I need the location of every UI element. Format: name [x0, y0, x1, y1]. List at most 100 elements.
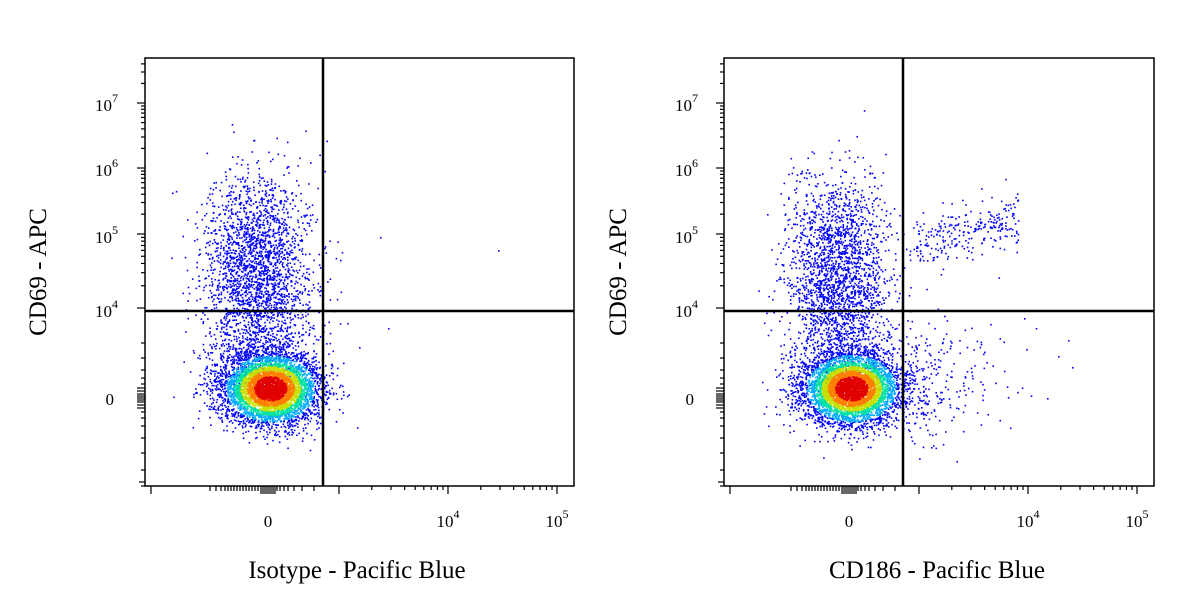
event-dot [252, 249, 254, 251]
event-dot [230, 209, 232, 212]
event-dot [274, 198, 276, 201]
event-dot [262, 345, 264, 347]
event-dot [307, 400, 309, 403]
event-dot [286, 361, 288, 363]
event-dot [292, 365, 295, 367]
event-dot [217, 284, 220, 286]
event-dot [207, 241, 210, 244]
event-dot [297, 400, 300, 403]
event-dot [259, 263, 261, 266]
event-dot [221, 371, 224, 373]
event-dot [287, 338, 289, 340]
event-dot [210, 424, 212, 426]
event-dot [208, 275, 210, 277]
event-dot [272, 423, 275, 425]
event-dot [230, 387, 232, 389]
event-dot [239, 263, 241, 266]
event-dot [287, 326, 289, 328]
event-dot [276, 246, 279, 248]
event-dot [233, 385, 235, 387]
event-dot [228, 185, 231, 188]
event-dot [271, 288, 274, 291]
event-dot [235, 384, 237, 386]
event-dot [330, 372, 333, 374]
event-dot [214, 294, 217, 297]
event-dot [258, 419, 260, 422]
event-dot [300, 317, 302, 320]
event-dot [292, 235, 294, 238]
event-dot [267, 260, 270, 263]
event-dot [237, 368, 240, 371]
event-dot [234, 263, 237, 265]
event-dot [244, 422, 246, 425]
event-dot [227, 405, 230, 408]
event-dot [219, 286, 221, 288]
event-dot [229, 280, 231, 283]
event-dot [235, 262, 237, 264]
event-dot [303, 214, 305, 217]
event-dot [209, 394, 212, 397]
event-dot [227, 299, 229, 302]
event-dot [271, 215, 273, 217]
event-dot [275, 424, 278, 426]
event-dot [342, 391, 345, 393]
event-dot [231, 211, 233, 214]
event-dot [301, 411, 304, 413]
event-dot [311, 214, 314, 216]
event-dot [230, 295, 232, 298]
event-dot [231, 383, 234, 385]
event-dot [227, 265, 229, 267]
event-dot [257, 308, 259, 311]
event-dot [263, 315, 265, 317]
event-dot [270, 338, 272, 341]
event-dot [272, 228, 275, 231]
event-dot [214, 388, 217, 390]
event-dot [301, 357, 304, 360]
event-dot [264, 301, 266, 303]
event-dot [209, 193, 211, 196]
event-dot [211, 382, 213, 384]
event-dot [273, 304, 276, 306]
event-dot [196, 261, 198, 264]
event-dot [311, 290, 313, 292]
event-dot [283, 364, 286, 367]
event-dot [237, 243, 240, 246]
event-dot [296, 368, 299, 370]
event-dot [245, 267, 248, 270]
event-dot [309, 396, 312, 399]
event-dot [314, 372, 317, 374]
event-dot [222, 209, 225, 211]
event-dot [302, 412, 305, 414]
event-dot [272, 292, 274, 295]
event-dot [294, 407, 297, 409]
event-dot [238, 254, 241, 256]
event-dot [246, 228, 249, 230]
event-dot [228, 311, 231, 314]
event-dot [265, 185, 268, 187]
event-dot [259, 215, 262, 217]
event-dot [270, 200, 273, 203]
event-dot [279, 280, 282, 282]
event-dot [215, 233, 218, 235]
event-dot [277, 274, 279, 276]
event-dot [319, 366, 321, 369]
event-dot [306, 432, 308, 435]
event-dot [172, 192, 174, 195]
event-dot [242, 303, 245, 306]
event-dot [264, 417, 267, 420]
event-dot [246, 314, 249, 317]
event-dot [285, 415, 287, 418]
event-dot [308, 206, 311, 208]
event-dot [266, 283, 268, 285]
event-dot [236, 282, 239, 284]
event-dot [255, 412, 258, 415]
event-dot [205, 212, 208, 215]
event-dot [297, 341, 299, 343]
event-dot [302, 398, 305, 400]
event-dot [227, 311, 229, 314]
event-dot [281, 208, 284, 211]
event-dot [262, 262, 265, 265]
event-dot [231, 208, 233, 210]
event-dot [286, 290, 288, 292]
event-dot [240, 190, 242, 192]
